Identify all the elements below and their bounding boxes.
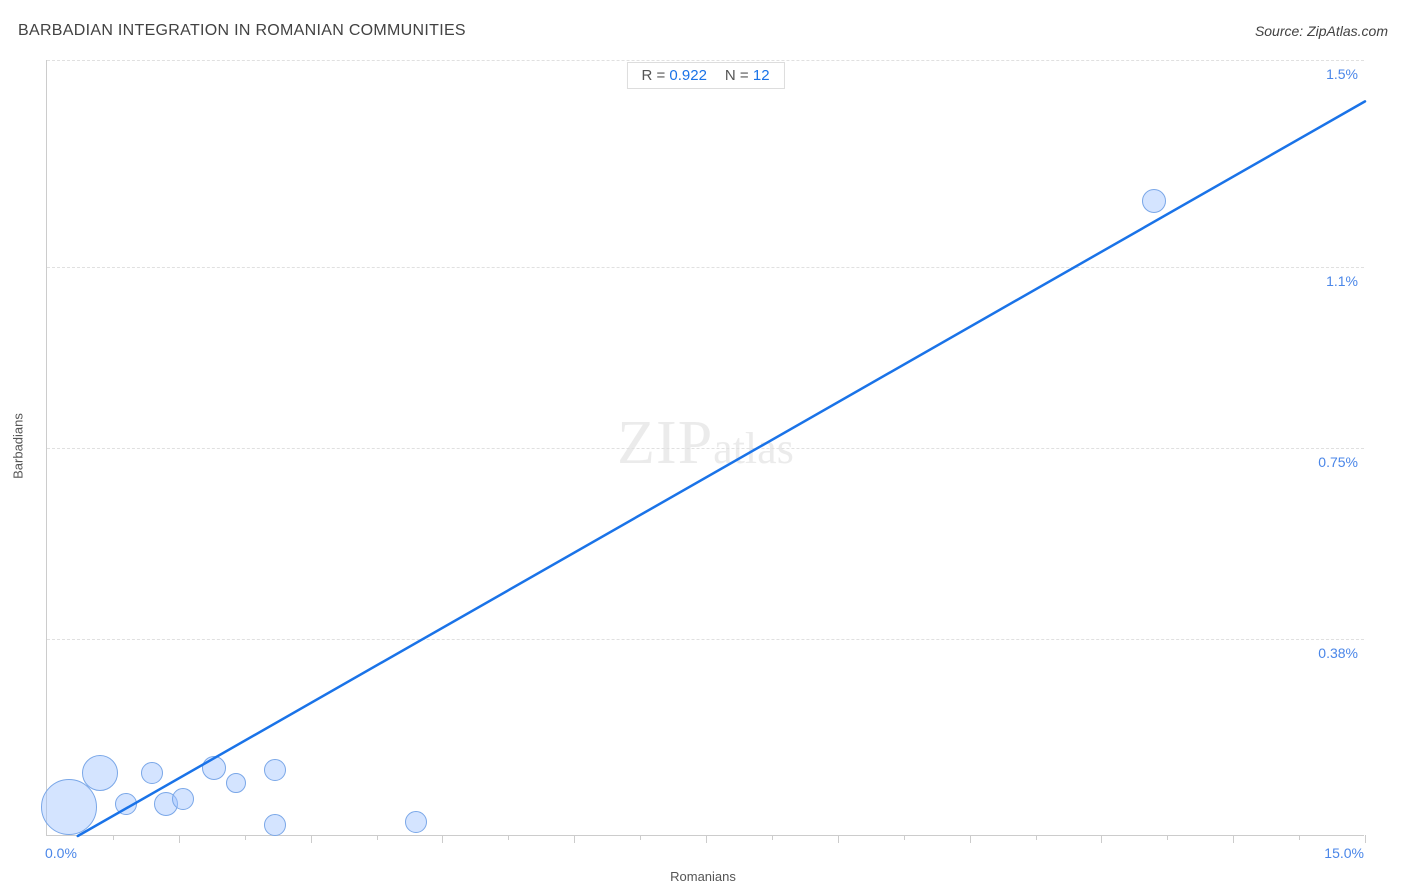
chart-title: BARBADIAN INTEGRATION IN ROMANIAN COMMUN…	[18, 22, 466, 40]
data-point[interactable]	[1142, 189, 1166, 213]
x-tick	[706, 835, 707, 843]
data-point[interactable]	[172, 788, 194, 810]
source-credit: Source: ZipAtlas.com	[1255, 23, 1388, 39]
gridline	[47, 60, 1364, 61]
x-tick	[1167, 835, 1168, 840]
x-tick	[640, 835, 641, 840]
x-tick	[1299, 835, 1300, 840]
y-tick-label: 0.75%	[1318, 454, 1358, 470]
data-point[interactable]	[141, 762, 163, 784]
data-point[interactable]	[202, 756, 226, 780]
x-tick	[179, 835, 180, 843]
r-label: R =	[641, 67, 669, 84]
data-point[interactable]	[82, 755, 118, 791]
x-tick	[1036, 835, 1037, 840]
x-tick	[838, 835, 839, 843]
gridline	[47, 448, 1364, 449]
x-tick	[1233, 835, 1234, 843]
watermark-zip: ZIP	[617, 409, 713, 477]
n-label: N =	[725, 67, 753, 84]
gridline	[47, 267, 1364, 268]
x-tick	[772, 835, 773, 840]
x-tick	[904, 835, 905, 840]
data-point[interactable]	[115, 793, 137, 815]
x-tick	[574, 835, 575, 843]
x-axis-title: Romanians	[670, 869, 736, 884]
data-point[interactable]	[264, 814, 286, 836]
x-tick	[1365, 835, 1366, 843]
x-tick	[311, 835, 312, 843]
x-tick	[377, 835, 378, 840]
x-tick	[1101, 835, 1102, 843]
x-tick	[245, 835, 246, 840]
x-tick	[970, 835, 971, 843]
data-point[interactable]	[264, 759, 286, 781]
data-point[interactable]	[405, 811, 427, 833]
stats-box: R = 0.922 N = 12	[626, 62, 784, 89]
plot-area: ZIPatlas R = 0.922 N = 12 0.38% 0.75% 1.1% 1…	[46, 60, 1364, 836]
n-value: 12	[753, 67, 770, 84]
y-tick-label: 0.38%	[1318, 645, 1358, 661]
y-tick-label: 1.5%	[1326, 66, 1358, 82]
x-tick	[442, 835, 443, 843]
x-tick	[113, 835, 114, 840]
x-axis-min-label: 0.0%	[45, 845, 77, 861]
watermark: ZIPatlas	[617, 408, 794, 479]
x-tick	[508, 835, 509, 840]
r-value: 0.922	[669, 67, 707, 84]
y-tick-label: 1.1%	[1326, 273, 1358, 289]
x-axis-max-label: 15.0%	[1324, 845, 1364, 861]
data-point[interactable]	[226, 773, 246, 793]
y-axis-title: Barbadians	[11, 413, 26, 479]
gridline	[47, 639, 1364, 640]
